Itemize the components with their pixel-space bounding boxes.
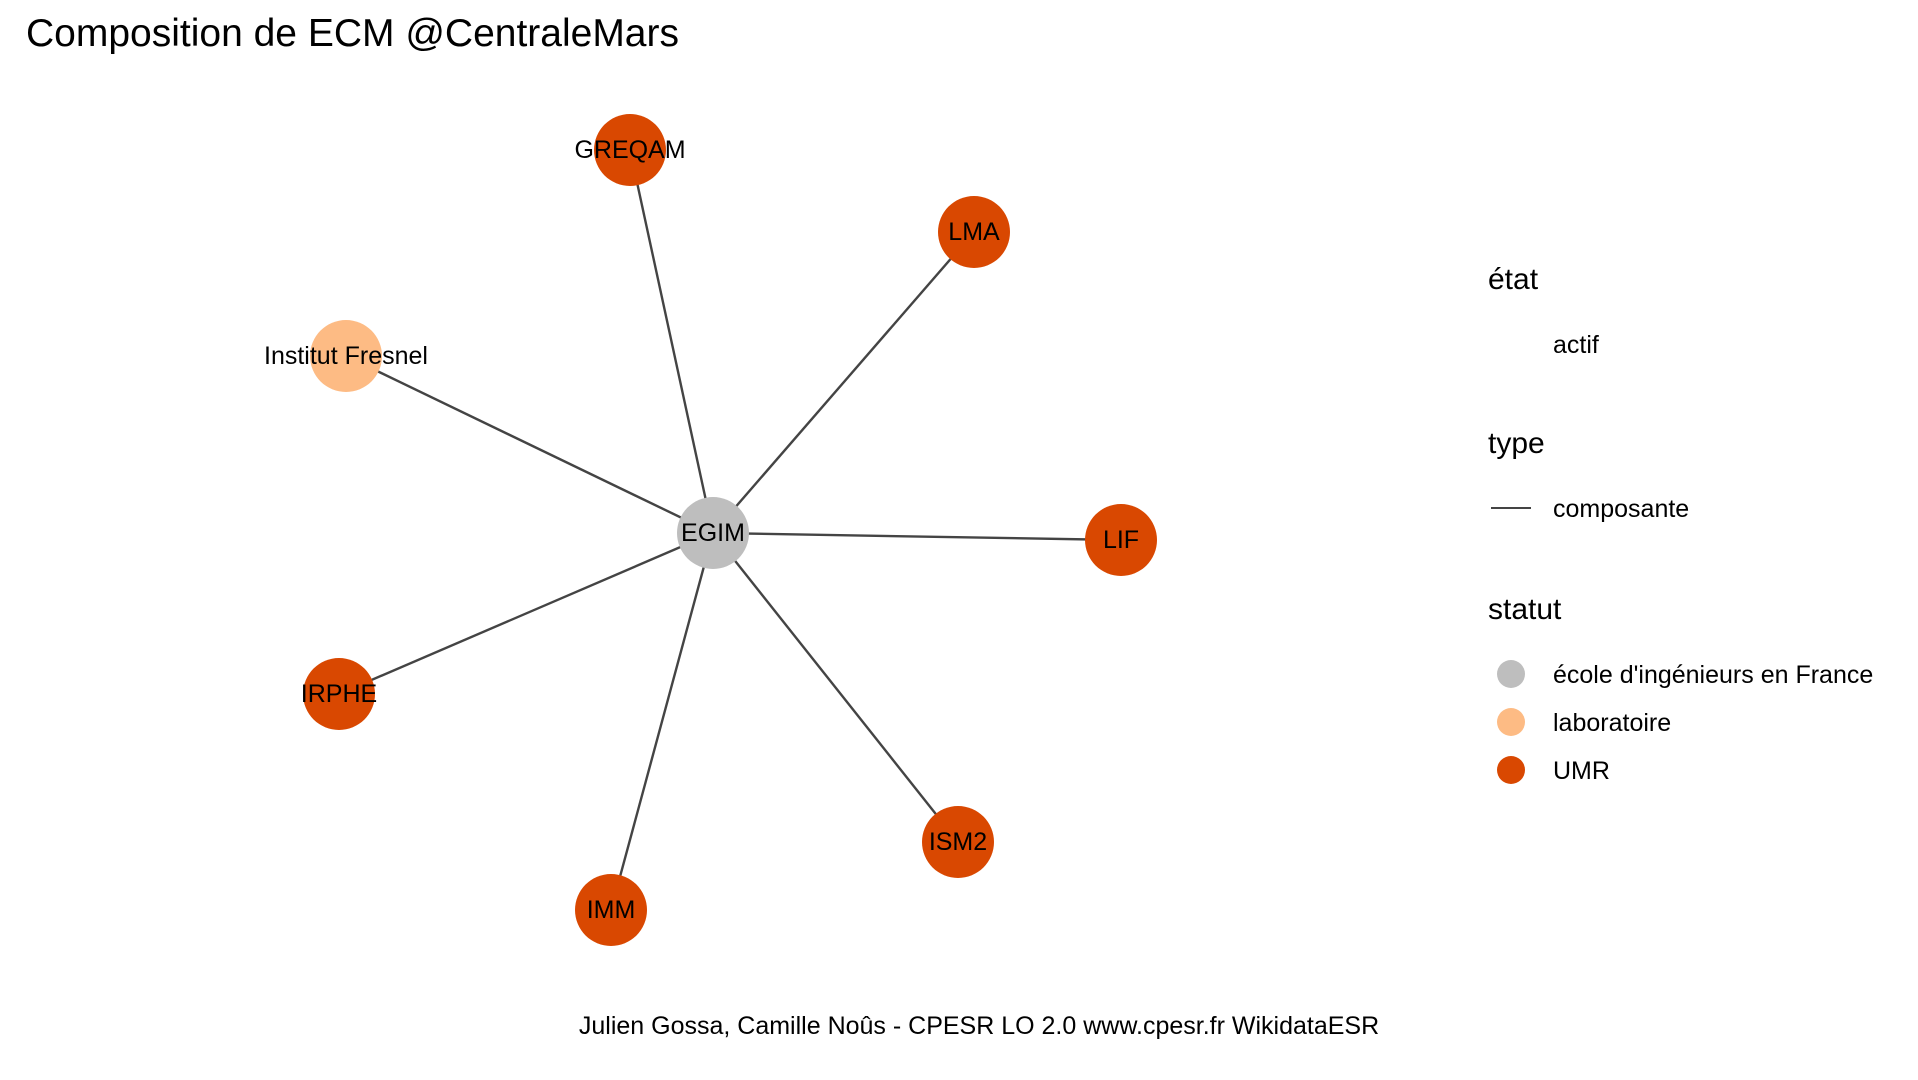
legend-label-composante: composante [1553,495,1690,523]
node-circle-irphe [303,658,375,730]
legend-key-laboratoire [1488,702,1536,742]
legend-label-actif: actif [1553,331,1599,359]
edge-layer [338,149,1122,911]
edge-egim-ism2 [712,532,959,843]
legend-item-composante: composante [1488,488,1908,528]
node-label-greqam: GREQAM [574,136,685,164]
node-label-imm: IMM [587,896,636,924]
legend-statut: statut école d'ingénieurs en France labo… [1488,592,1908,785]
node-label-egim: EGIM [681,519,745,547]
node-label-institut-fresnel: Institut Fresnel [264,342,428,370]
node-circle-greqam [594,114,666,186]
laboratoire-color-swatch [1497,708,1525,736]
legend-key-umr [1488,750,1536,790]
node-greqam: GREQAM [574,114,686,186]
legend-item-umr: UMR [1488,750,1908,790]
legend-etat: état actif [1488,262,1908,359]
ecole-color-swatch [1497,660,1525,688]
node-layer: EGIM GREQAM LMA Institut Fresnel LIF IRPHE ISM… [264,114,1157,946]
legend-key-line [1488,488,1536,528]
legend-item-laboratoire: laboratoire [1488,702,1908,742]
legend-title-type: type [1488,427,1545,460]
node-imm: IMM [575,874,647,946]
legend-label-umr: UMR [1553,757,1610,785]
node-label-lif: LIF [1103,526,1139,554]
node-label-ism2: ISM2 [929,828,987,856]
node-circle-lma [938,196,1010,268]
node-circle-imm [575,874,647,946]
edge-line-swatch [1491,507,1531,509]
legend-item-actif: actif [1488,324,1908,364]
node-irphe: IRPHE [301,658,377,730]
node-institut-fresnel: Institut Fresnel [264,320,428,392]
chart-title: Composition de ECM @CentraleMars [26,12,679,55]
node-circle-lif [1085,504,1157,576]
legend-item-ecole: école d'ingénieurs en France [1488,654,1908,694]
umr-color-swatch [1497,756,1525,784]
edge-egim-lif [712,531,1122,542]
node-circle-ism2 [922,806,994,878]
legend-label-laboratoire: laboratoire [1553,709,1672,737]
node-egim: EGIM [677,497,749,569]
node-lif: LIF [1085,504,1157,576]
legend-type: type composante [1488,426,1908,523]
legend-label-ecole: école d'ingénieurs en France [1553,661,1874,689]
node-label-irphe: IRPHE [301,680,377,708]
edge-egim-imm [609,532,715,911]
edge-egim-irphe [338,531,714,696]
edge-egim-institut-fresnel [345,354,714,535]
legend-key-ecole [1488,654,1536,694]
node-lma: LMA [938,196,1010,268]
node-label-lma: LMA [948,218,1000,246]
legend-title-etat: état [1488,263,1539,296]
edge-egim-lma [712,231,975,534]
legend-key-blank [1488,324,1536,364]
node-ism2: ISM2 [922,806,994,878]
edge-egim-greqam [628,149,715,534]
node-circle-institut-fresnel [310,320,382,392]
node-circle-egim [677,497,749,569]
caption: Julien Gossa, Camille Noûs - CPESR LO 2.… [578,1012,1380,1040]
legend-title-statut: statut [1488,593,1562,626]
